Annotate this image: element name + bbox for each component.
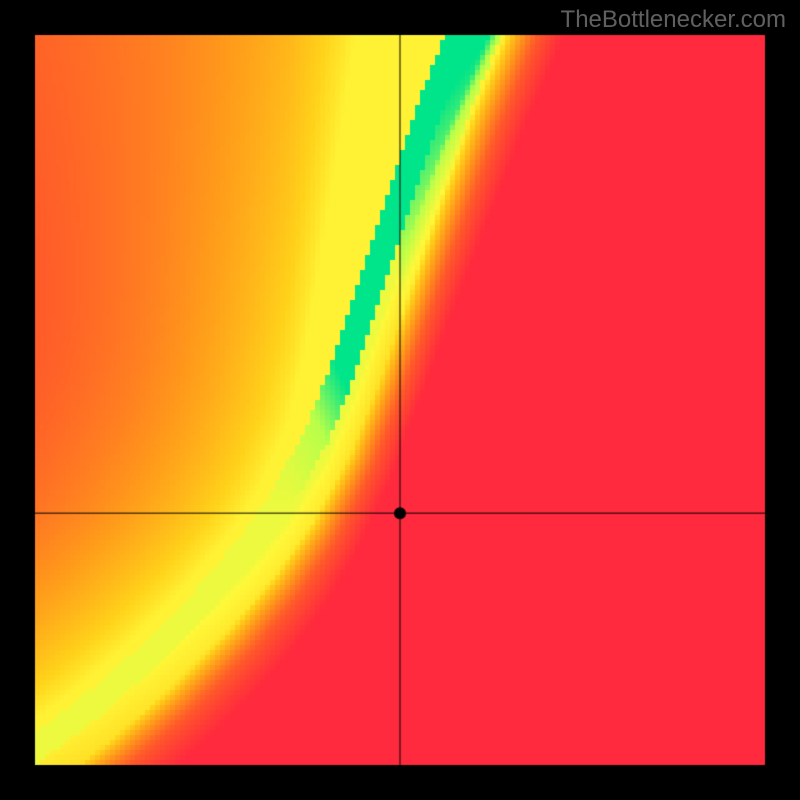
bottleneck-heatmap-canvas [0, 0, 800, 800]
chart-container: TheBottlenecker.com [0, 0, 800, 800]
watermark-text: TheBottlenecker.com [561, 6, 786, 34]
